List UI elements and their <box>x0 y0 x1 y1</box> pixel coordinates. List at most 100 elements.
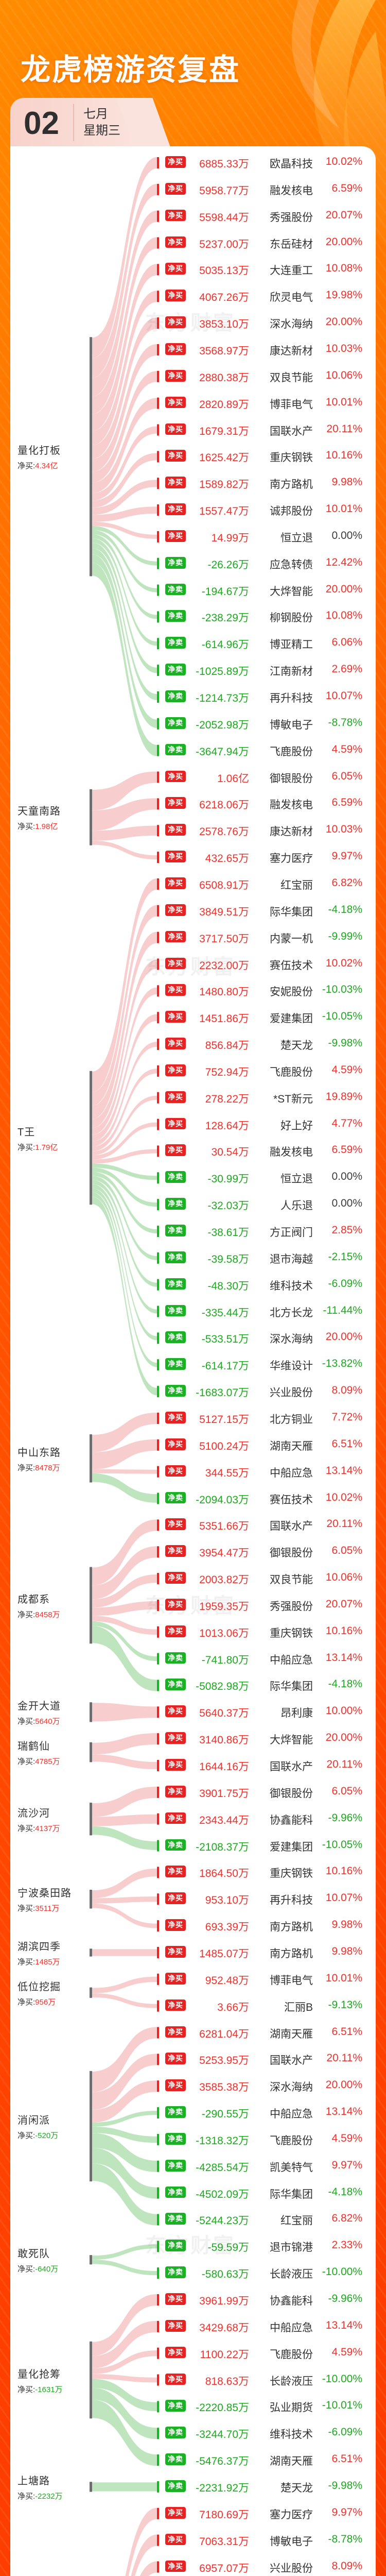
stock-name: 中船应急 <box>270 1467 313 1479</box>
stock-name: 中船应急 <box>270 2108 313 2121</box>
flow-row: 净买 953.10万 再升科技 10.07% <box>0 1886 386 1912</box>
net-sell-badge: 净卖 <box>165 1171 186 1183</box>
change-percent: -11.44% <box>323 1304 362 1316</box>
net-sell-badge: 净卖 <box>165 2427 186 2439</box>
net-amount: 2343.44万 <box>199 1814 249 1826</box>
net-label: 净买: <box>17 1717 36 1726</box>
trader-group-label: 瑞鹤仙 净买:4785万 <box>17 1738 60 1767</box>
net-amount: -1683.07万 <box>196 1387 249 1399</box>
stock-name: 应急转债 <box>270 558 313 571</box>
stock-name: 博菲电气 <box>270 398 313 411</box>
trader-group-label: 低位挖掘 净买:956万 <box>17 1978 61 2007</box>
net-sell-badge: 净卖 <box>165 1652 186 1664</box>
net-label: 净买: <box>17 2492 36 2501</box>
net-buy-badge: 净买 <box>165 1064 186 1076</box>
net-sell-badge: 净卖 <box>165 2132 186 2145</box>
net-buy-badge: 净买 <box>165 984 186 996</box>
change-percent: -10.05% <box>322 1838 362 1851</box>
net-buy-badge: 净买 <box>165 797 186 809</box>
net-buy-badge: 净买 <box>165 2506 186 2519</box>
stock-name: 协鑫能科 <box>270 2295 313 2307</box>
trader-name: T王 <box>17 1126 36 1138</box>
net-amount: -26.26万 <box>207 558 249 571</box>
net-buy-badge: 净买 <box>165 2026 186 2038</box>
net-amount: 5958.77万 <box>199 184 249 197</box>
stock-name: 际华集团 <box>270 2188 313 2200</box>
flow-row: 净买 5035.13万 大连重工 10.08% <box>0 256 386 283</box>
net-amount: 2820.89万 <box>199 398 249 411</box>
change-percent: -9.99% <box>328 930 362 942</box>
flow-row: 净买 2003.82万 双良节能 10.06% <box>0 1565 386 1592</box>
net-buy-badge: 净买 <box>165 369 186 382</box>
flow-row: 净卖 -2108.37万 爱建集团 -10.05% <box>0 1833 386 1859</box>
stock-name: 飞鹿股份 <box>270 2134 313 2147</box>
net-amount: 3717.50万 <box>199 933 249 945</box>
change-percent: 12.42% <box>325 556 362 568</box>
change-percent: 20.11% <box>326 1518 362 1530</box>
net-sell-badge: 净卖 <box>165 583 186 596</box>
change-percent: 10.07% <box>325 690 362 702</box>
change-percent: 20.07% <box>325 1598 362 1610</box>
net-amount: -614.96万 <box>201 639 249 651</box>
stock-name: 北方长龙 <box>270 1307 313 1319</box>
change-percent: 9.97% <box>331 2506 362 2518</box>
change-percent: 20.00% <box>325 2079 362 2091</box>
stock-name: 爱建集团 <box>270 1841 313 1853</box>
net-buy-badge: 净买 <box>165 182 186 195</box>
flow-row: 净买 5351.66万 国联水产 20.11% <box>0 1512 386 1538</box>
net-amount: -2231.92万 <box>196 2482 249 2494</box>
change-percent: 13.14% <box>325 1651 362 1664</box>
net-buy-badge: 净买 <box>165 1785 186 1798</box>
content-card <box>10 146 376 2576</box>
net-amount: 3954.47万 <box>199 1547 249 1560</box>
stock-name: 康达新材 <box>270 345 313 357</box>
stock-name: 国联水产 <box>270 2055 313 2067</box>
net-buy-badge: 净买 <box>165 851 186 862</box>
change-percent: 2.69% <box>331 663 362 675</box>
trader-group-label: 量化打板 净买:4.34亿 <box>17 442 61 471</box>
net-buy-badge: 净买 <box>165 450 186 462</box>
change-percent: -9.96% <box>328 1811 362 1824</box>
net-amount: -59.59万 <box>207 2242 249 2254</box>
trader-name: 金开大道 <box>17 1701 61 1713</box>
stock-name: 长龄液压 <box>270 2268 313 2281</box>
net-buy-badge: 净买 <box>165 2560 186 2572</box>
trader-name: 低位挖掘 <box>17 1981 61 1993</box>
flow-row: 净买 1013.06万 重庆钢铁 10.16% <box>0 1619 386 1646</box>
stock-name: 安妮股份 <box>270 986 313 998</box>
flow-row: 净买 3140.86万 大烨智能 20.00% <box>0 1725 386 1752</box>
change-percent: 9.98% <box>331 476 362 488</box>
change-percent: -4.18% <box>328 903 362 916</box>
change-percent: 10.06% <box>325 1571 362 1584</box>
trader-name: 消闲派 <box>17 2114 50 2126</box>
net-sell-badge: 净卖 <box>165 637 186 649</box>
net-amount: 1959.35万 <box>199 1600 249 1613</box>
stock-name: 恒立退 <box>280 532 313 544</box>
change-percent: 10.02% <box>325 1491 362 1503</box>
net-buy-badge: 净买 <box>165 1465 186 1477</box>
change-percent: 6.05% <box>331 770 362 782</box>
change-percent: 20.07% <box>325 209 362 221</box>
net-label: 净买: <box>17 462 36 471</box>
change-percent: 19.89% <box>325 1090 362 1103</box>
net-buy-badge: 净买 <box>165 877 186 889</box>
net-sell-badge: 净卖 <box>165 2453 186 2465</box>
stock-name: 国联水产 <box>270 425 313 437</box>
trader-group-label: 金开大道 净买:5640万 <box>17 1698 61 1726</box>
flow-row: 净卖 -580.63万 长龄液压 -10.00% <box>0 2260 386 2286</box>
net-buy-badge: 净买 <box>165 2533 186 2546</box>
net-sell-badge: 净卖 <box>165 1679 186 1691</box>
net-buy-badge: 净买 <box>165 1117 186 1130</box>
flow-row: 净买 1451.86万 爱建集团 -10.05% <box>0 1004 386 1031</box>
net-sell-badge: 净卖 <box>165 1225 186 1236</box>
net-amount: 6885.33万 <box>199 158 249 170</box>
change-percent: 20.11% <box>326 422 362 435</box>
trader-group-label: 中山东路 净买:8478万 <box>17 1444 61 1473</box>
stock-name: 退市海越 <box>270 1253 313 1265</box>
change-percent: 6.05% <box>331 1785 362 1797</box>
stock-name: 博亚精工 <box>270 639 313 651</box>
change-percent: 7.72% <box>331 1411 362 1423</box>
flow-row: 净买 752.94万 飞鹿股份 4.59% <box>0 1058 386 1084</box>
flow-row: 净买 1100.22万 飞鹿股份 4.59% <box>0 2340 386 2367</box>
net-amount: -2108.37万 <box>196 1841 249 1853</box>
